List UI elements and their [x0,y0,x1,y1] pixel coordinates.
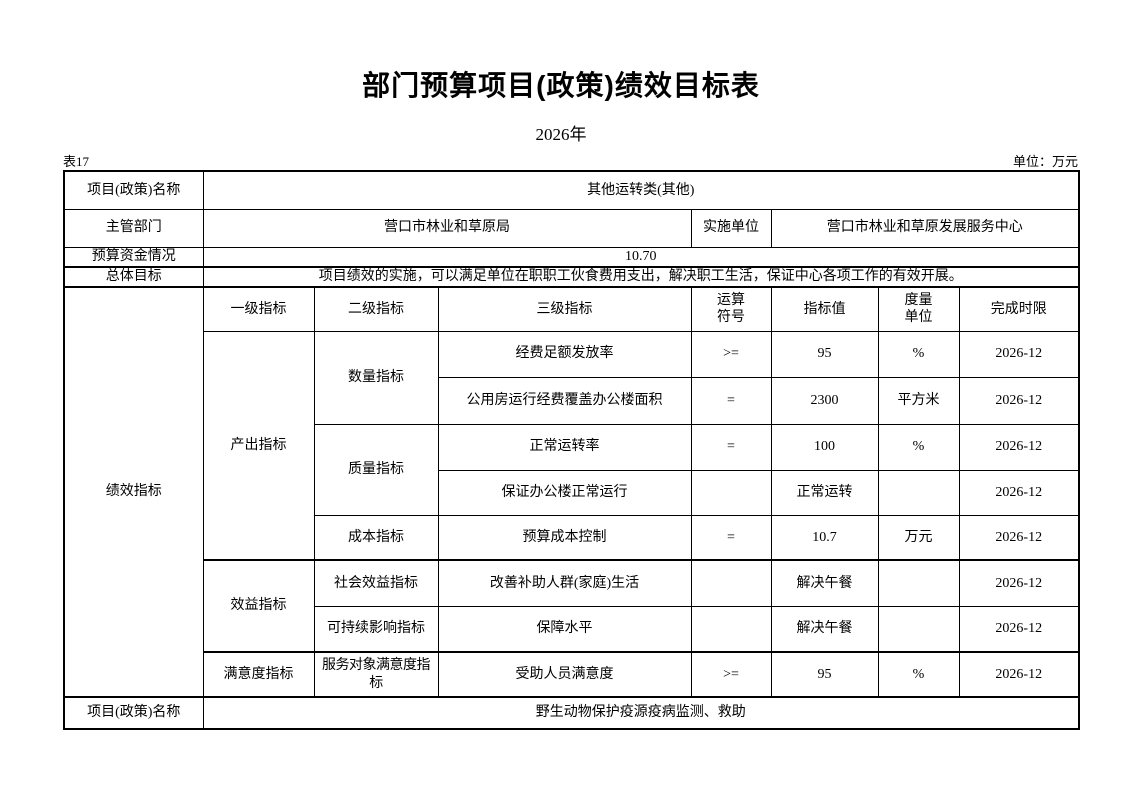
deadline-cell: 2026-12 [958,559,1080,607]
department-row: 主管部门 营口市林业和草原局 实施单位 营口市林业和草原发展服务中心 [63,208,1080,248]
dept-label: 主管部门 [63,208,204,248]
header-operator: 运算 符号 [690,286,772,332]
value-cell: 95 [770,330,879,378]
level2-social-benefit: 社会效益指标 [313,559,439,607]
goal-label: 总体目标 [63,266,204,288]
header-target-value: 指标值 [770,286,879,332]
level3-cell: 受助人员满意度 [437,651,692,698]
project-name-row: 项目(政策)名称 其他运转类(其他) [63,170,1080,210]
level1-satisfaction: 满意度指标 [202,651,315,698]
level2-sustainability: 可持续影响指标 [313,605,439,653]
unit-cell [877,605,960,653]
deadline-cell: 2026-12 [958,514,1080,561]
next-project-label: 项目(政策)名称 [63,696,204,730]
next-project-value: 野生动物保护疫源疫病监测、救助 [202,696,1080,730]
unit-cell: % [877,651,960,698]
deadline-cell: 2026-12 [958,376,1080,425]
dept-value: 营口市林业和草原局 [202,208,692,248]
operator-cell: = [690,376,772,425]
value-cell: 10.7 [770,514,879,561]
performance-target-table: 项目(政策)名称 其他运转类(其他) 主管部门 营口市林业和草原局 实施单位 营… [63,170,1081,730]
deadline-cell: 2026-12 [958,469,1080,516]
performance-section-label: 绩效指标 [63,286,204,698]
indicator-header-row: 绩效指标 一级指标 二级指标 三级指标 运算 符号 指标值 度量 单位 完成时限 [63,286,1080,698]
header-level2: 二级指标 [313,286,439,332]
value-cell: 正常运转 [770,469,879,516]
impl-unit-value: 营口市林业和草原发展服务中心 [770,208,1080,248]
level1-output: 产出指标 [202,330,315,561]
table-meta-row: 表17 单位：万元 [63,155,1078,169]
budget-row: 预算资金情况 10.70 [63,246,1080,268]
indicator-row: 产出指标 数量指标 经费足额发放率 >= 95 % 2026-12 [64,330,1080,561]
project-name-label: 项目(政策)名称 [63,170,204,210]
level3-cell: 经费足额发放率 [437,330,692,378]
level3-cell: 公用房运行经费覆盖办公楼面积 [437,376,692,425]
operator-cell: = [690,514,772,561]
impl-unit-label: 实施单位 [690,208,772,248]
operator-cell: >= [690,330,772,378]
unit-cell: % [877,423,960,471]
unit-cell: % [877,330,960,378]
next-project-name-row: 项目(政策)名称 野生动物保护疫源疫病监测、救助 [63,696,1080,730]
indicator-row: 可持续影响指标 保障水平 解决午餐 2026-12 [64,605,1080,653]
budget-label: 预算资金情况 [63,246,204,268]
project-name-value: 其他运转类(其他) [202,170,1080,210]
level3-cell: 预算成本控制 [437,514,692,561]
header-level3: 三级指标 [437,286,692,332]
level1-benefit: 效益指标 [202,559,315,653]
level2-cost: 成本指标 [313,514,439,561]
level3-cell: 正常运转率 [437,423,692,471]
operator-cell [690,605,772,653]
indicator-row: 公用房运行经费覆盖办公楼面积 = 2300 平方米 2026-12 [64,376,1080,425]
indicator-row: 效益指标 社会效益指标 改善补助人群(家庭)生活 解决午餐 2026-12 [64,559,1080,653]
level3-cell: 保障水平 [437,605,692,653]
overall-goal-row: 总体目标 项目绩效的实施，可以满足单位在职职工伙食费用支出，解决职工生活，保证中… [63,266,1080,288]
operator-cell: >= [690,651,772,698]
deadline-cell: 2026-12 [958,423,1080,471]
unit-cell: 万元 [877,514,960,561]
value-cell: 95 [770,651,879,698]
deadline-cell: 2026-12 [958,330,1080,378]
indicator-row: 成本指标 预算成本控制 = 10.7 万元 2026-12 [64,514,1080,561]
page-title: 部门预算项目(政策)绩效目标表 [362,70,760,101]
value-cell: 100 [770,423,879,471]
level2-quantity: 数量指标 [313,330,439,425]
operator-cell [690,469,772,516]
level3-cell: 改善补助人群(家庭)生活 [437,559,692,607]
indicator-row: 满意度指标 服务对象满意度指标 受助人员满意度 >= 95 % 2026-12 [64,651,1080,698]
budget-value: 10.70 [202,246,1080,268]
deadline-cell: 2026-12 [958,651,1080,698]
level3-cell: 保证办公楼正常运行 [437,469,692,516]
operator-cell: = [690,423,772,471]
report-year: 2026年 [535,125,587,144]
unit-note: 单位：万元 [1012,154,1078,169]
value-cell: 解决午餐 [770,559,879,607]
value-cell: 解决午餐 [770,605,879,653]
level2-service-satisfaction: 服务对象满意度指标 [313,651,439,698]
goal-value: 项目绩效的实施，可以满足单位在职职工伙食费用支出，解决职工生活，保证中心各项工作… [202,266,1080,288]
header-level1: 一级指标 [202,286,315,332]
header-measure-unit: 度量 单位 [877,286,960,332]
indicator-row: 质量指标 正常运转率 = 100 % 2026-12 [64,423,1080,516]
level2-quality: 质量指标 [313,423,439,516]
unit-cell [877,469,960,516]
header-deadline: 完成时限 [958,286,1080,332]
unit-cell [877,559,960,607]
deadline-cell: 2026-12 [958,605,1080,653]
table-number: 表17 [63,154,90,169]
operator-cell [690,559,772,607]
value-cell: 2300 [770,376,879,425]
unit-cell: 平方米 [877,376,960,425]
